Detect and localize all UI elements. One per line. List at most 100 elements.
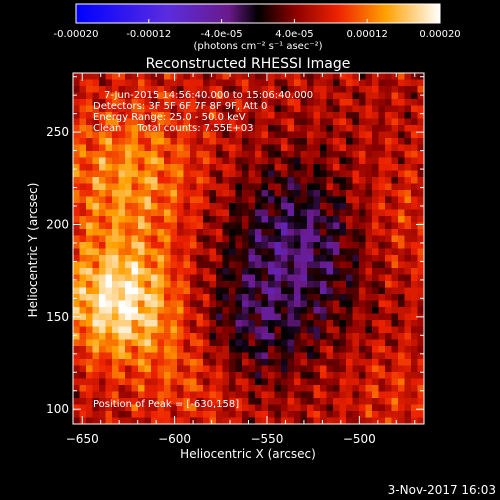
heatmap-cell [170,229,178,237]
heatmap-cell [255,287,263,295]
heatmap-cell [177,73,185,81]
heatmap-cell [346,307,354,315]
heatmap-cell [294,242,302,250]
heatmap-cell [385,216,393,224]
heatmap-cell [274,151,282,159]
heatmap-cell [248,170,256,178]
heatmap-cell [203,183,211,191]
heatmap-cell [281,346,289,354]
heatmap-cell [326,105,334,113]
heatmap-cell [261,378,269,386]
heatmap-cell [92,118,100,126]
heatmap-cell [79,378,87,386]
heatmap-cell [300,333,308,341]
heatmap-cell [411,209,419,217]
heatmap-cell [359,411,367,419]
heatmap-cell [339,151,347,159]
heatmap-cell [86,385,94,393]
heatmap-cell [209,352,217,360]
heatmap-cell [391,235,399,243]
heatmap-cell [255,157,263,165]
heatmap-cell [170,261,178,269]
heatmap-cell [352,359,360,367]
heatmap-cell [92,294,100,302]
heatmap-cell [352,144,360,152]
heatmap-cell [255,138,263,146]
heatmap-cell [287,99,295,107]
heatmap-cell [242,359,250,367]
heatmap-cell [242,125,250,133]
heatmap-cell [190,333,198,341]
heatmap-cell [131,242,139,250]
heatmap-cell [105,417,113,424]
heatmap-cell [281,138,289,146]
heatmap-cell [248,73,256,81]
heatmap-cell [222,287,230,295]
heatmap-cell [177,261,185,269]
heatmap-cell [417,307,424,315]
heatmap-cell [320,261,328,269]
heatmap-cell [359,391,367,399]
heatmap-cell [320,73,328,81]
heatmap-cell [235,346,243,354]
heatmap-cell [92,79,100,87]
heatmap-cell [261,261,269,269]
heatmap-cell [307,261,315,269]
heatmap-cell [326,92,334,100]
heatmap-cell [248,313,256,321]
heatmap-cell [196,398,204,406]
heatmap-cell [131,372,139,380]
heatmap-cell [73,352,81,360]
heatmap-cell [183,144,191,152]
heatmap-cell [216,203,224,211]
heatmap-cell [144,248,152,256]
heatmap-cell [131,125,139,133]
heatmap-cell [294,281,302,289]
heatmap-cell [222,248,230,256]
heatmap-cell [229,79,237,87]
heatmap-cell [404,131,412,139]
heatmap-cell [346,359,354,367]
heatmap-cell [242,352,250,360]
heatmap-cell [235,177,243,185]
heatmap-cell [417,287,424,295]
heatmap-cell [307,398,315,406]
heatmap-cell [99,170,107,178]
heatmap-cell [307,86,315,94]
heatmap-cell [138,229,146,237]
heatmap-cell [268,216,276,224]
heatmap-cell [99,235,107,243]
heatmap-cell [79,242,87,250]
heatmap-cell [86,209,94,217]
heatmap-cell [131,170,139,178]
heatmap-cell [177,398,185,406]
heatmap-cell [339,235,347,243]
heatmap-cell [79,86,87,94]
heatmap-cell [287,404,295,412]
heatmap-cell [378,242,386,250]
heatmap-cell [144,300,152,308]
heatmap-cell [216,112,224,120]
heatmap-cell [346,190,354,198]
heatmap-cell [313,294,321,302]
heatmap-cell [281,125,289,133]
heatmap-cell [131,216,139,224]
heatmap-cell [118,391,126,399]
heatmap-cell [307,118,315,126]
heatmap-cell [352,248,360,256]
heatmap-cell [222,274,230,282]
heatmap-cell [125,333,133,341]
heatmap-cell [183,313,191,321]
heatmap-cell [125,398,133,406]
heatmap-cell [307,378,315,386]
heatmap-cell [229,248,237,256]
heatmap-cell [385,229,393,237]
heatmap-cell [99,131,107,139]
heatmap-cell [112,190,120,198]
heatmap-cell [333,125,341,133]
heatmap-cell [209,287,217,295]
heatmap-cell [417,92,424,100]
heatmap-cell [294,183,302,191]
heatmap-cell [183,333,191,341]
heatmap-cell [300,365,308,373]
